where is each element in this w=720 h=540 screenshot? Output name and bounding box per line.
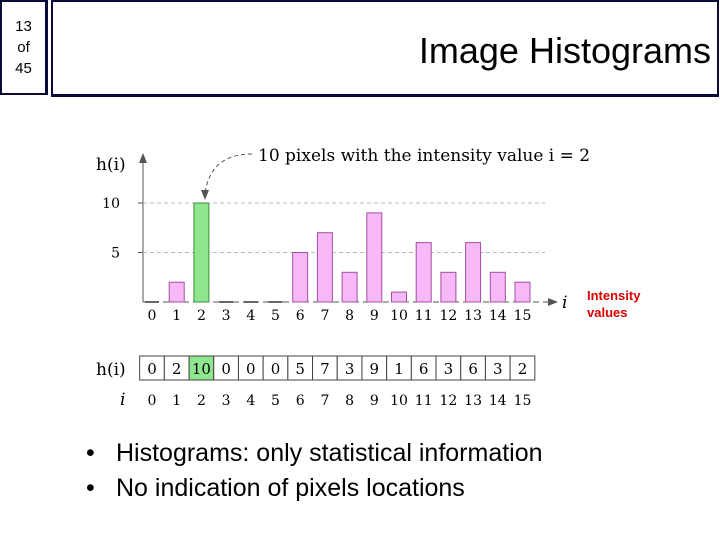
histogram-bar bbox=[292, 252, 309, 303]
table-intensity-label: 14 bbox=[489, 393, 507, 409]
x-tick-label: 9 bbox=[370, 308, 379, 324]
table-intensity-label: 7 bbox=[320, 393, 329, 409]
page-number-of: of bbox=[17, 39, 30, 56]
table-intensity-label: 8 bbox=[345, 393, 354, 409]
table-intensity-label: 5 bbox=[271, 393, 280, 409]
x-axis-label: i bbox=[562, 293, 567, 313]
slide-title: Image Histograms bbox=[418, 30, 711, 71]
title-bar: Image Histograms bbox=[51, 0, 719, 97]
table-count-value: 3 bbox=[345, 360, 355, 378]
x-tick-label: 15 bbox=[514, 308, 532, 324]
table-cell bbox=[287, 355, 314, 381]
table-count-value: 0 bbox=[246, 360, 256, 378]
table-intensity-label: 1 bbox=[172, 393, 181, 409]
table-row-label-i: i bbox=[120, 390, 125, 410]
table-cell bbox=[336, 355, 363, 381]
page-number-box: 13 of 45 bbox=[0, 0, 48, 95]
x-tick-label: 1 bbox=[172, 308, 181, 324]
table-intensity-label: 12 bbox=[439, 393, 457, 409]
table-intensity-label: 13 bbox=[464, 393, 482, 409]
x-tick-label: 11 bbox=[415, 308, 433, 324]
table-count-value: 2 bbox=[172, 360, 182, 378]
y-axis-label: h(i) bbox=[96, 155, 126, 175]
histogram-bar bbox=[341, 271, 358, 303]
x-tick-label: 12 bbox=[439, 308, 457, 324]
x-tick-label: 5 bbox=[271, 308, 280, 324]
table-cell bbox=[435, 355, 462, 381]
intensity-values-label: values bbox=[587, 305, 627, 320]
y-tick-label: 5 bbox=[111, 246, 120, 262]
table-cell bbox=[386, 355, 412, 381]
histogram-bar bbox=[391, 291, 407, 303]
table-cell bbox=[237, 355, 264, 381]
x-tick-label: 10 bbox=[390, 308, 408, 324]
x-axis-arrow bbox=[548, 298, 558, 306]
bullet-item: Histograms: only statistical information bbox=[86, 436, 543, 471]
histogram-bar bbox=[366, 212, 383, 303]
table-cell bbox=[361, 355, 388, 381]
table-count-value: 1 bbox=[394, 360, 404, 378]
table-count-value: 6 bbox=[419, 360, 429, 378]
x-tick-label: 7 bbox=[320, 308, 329, 324]
table-count-value: 0 bbox=[221, 360, 231, 378]
histogram-bar bbox=[316, 232, 333, 303]
x-tick-label: 4 bbox=[246, 308, 255, 324]
x-tick-label: 6 bbox=[296, 308, 305, 324]
annotation-arrow-head bbox=[201, 190, 209, 200]
table-row-label-h: h(i) bbox=[96, 360, 126, 380]
page-number-current: 13 bbox=[15, 18, 32, 35]
histogram-bar bbox=[465, 242, 482, 303]
histogram-bar bbox=[193, 202, 210, 303]
x-tick-label: 8 bbox=[345, 308, 354, 324]
table-count-value: 9 bbox=[370, 360, 380, 378]
table-intensity-label: 6 bbox=[296, 393, 305, 409]
x-tick-label: 3 bbox=[222, 308, 231, 324]
histogram-bar bbox=[168, 281, 185, 303]
bullet-item: No indication of pixels locations bbox=[86, 471, 543, 506]
table-intensity-label: 0 bbox=[148, 393, 157, 409]
intensity-values-label: Intensity bbox=[587, 288, 641, 303]
x-tick-label: 14 bbox=[489, 308, 507, 324]
table-intensity-label: 10 bbox=[390, 393, 408, 409]
table-count-value: 0 bbox=[147, 360, 157, 378]
annotation-arrow-line bbox=[204, 153, 253, 195]
table-count-value: 5 bbox=[295, 360, 305, 378]
x-tick-label: 0 bbox=[148, 308, 157, 324]
histogram-bar bbox=[415, 242, 432, 303]
histogram-bar bbox=[440, 271, 457, 303]
table-cell bbox=[262, 355, 289, 381]
histogram-bar bbox=[489, 271, 506, 303]
table-intensity-label: 3 bbox=[222, 393, 231, 409]
table-count-value: 0 bbox=[271, 360, 281, 378]
x-tick-label: 2 bbox=[197, 308, 206, 324]
table-intensity-label: 2 bbox=[197, 393, 206, 409]
annotation-text: 10 pixels with the intensity value i = 2 bbox=[258, 146, 590, 166]
table-count-value: 7 bbox=[320, 360, 330, 378]
bullet-list: Histograms: only statistical information… bbox=[86, 436, 543, 506]
histogram-bar bbox=[514, 281, 531, 303]
table-cell bbox=[213, 355, 239, 381]
table-count-value: 3 bbox=[444, 360, 454, 378]
y-axis-arrow bbox=[139, 153, 147, 163]
table-intensity-label: 9 bbox=[370, 393, 379, 409]
page-number-total: 45 bbox=[15, 60, 32, 77]
table-count-value: 2 bbox=[518, 360, 528, 378]
x-tick-label: 13 bbox=[464, 308, 482, 324]
table-cell bbox=[460, 355, 486, 381]
table-intensity-label: 11 bbox=[415, 393, 433, 409]
y-tick-label: 10 bbox=[102, 196, 120, 212]
table-cell bbox=[139, 355, 165, 381]
table-intensity-label: 15 bbox=[514, 393, 532, 409]
table-count-value: 10 bbox=[192, 360, 211, 378]
table-count-value: 3 bbox=[493, 360, 503, 378]
table-cell bbox=[509, 355, 536, 381]
table-count-value: 6 bbox=[468, 360, 478, 378]
table-intensity-label: 4 bbox=[246, 393, 255, 409]
